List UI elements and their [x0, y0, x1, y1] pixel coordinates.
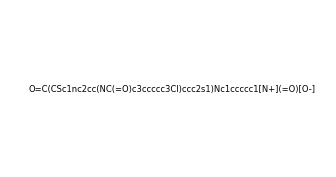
Text: O=C(CSc1nc2cc(NC(=O)c3ccccc3Cl)ccc2s1)Nc1ccccc1[N+](=O)[O-]: O=C(CSc1nc2cc(NC(=O)c3ccccc3Cl)ccc2s1)Nc…: [29, 85, 316, 94]
